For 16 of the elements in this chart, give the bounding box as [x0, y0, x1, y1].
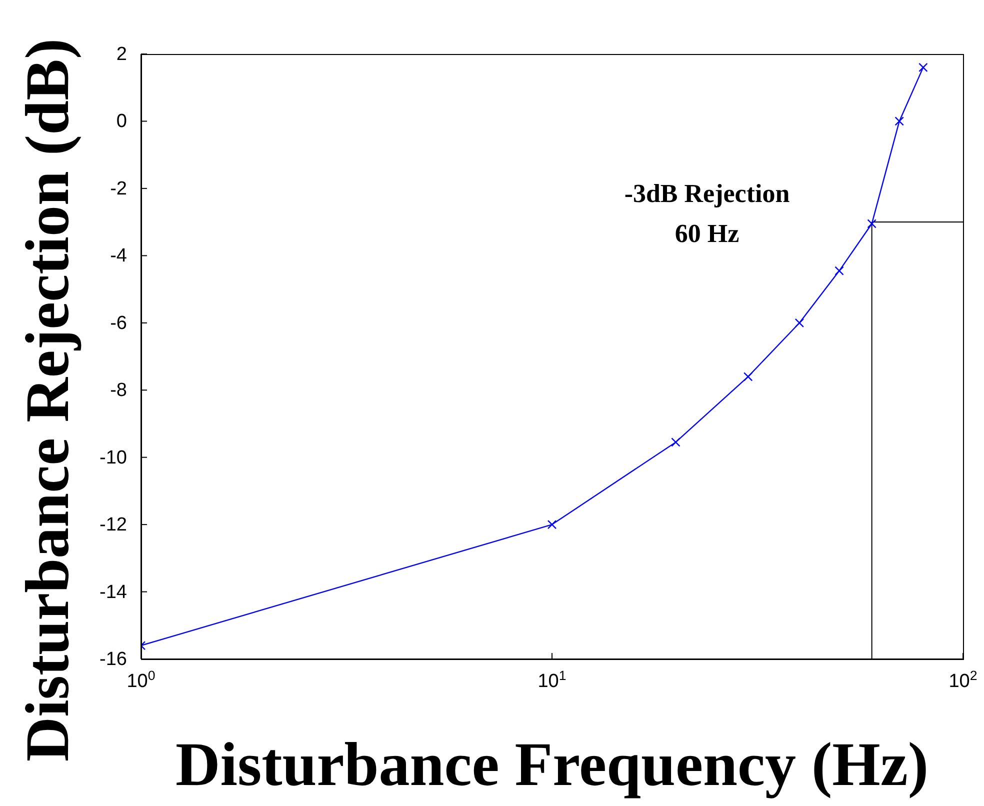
x-tick-label: 10$^{0}$ [126, 668, 156, 692]
y-axis-title: Disturbance Rejection (dB) [13, 37, 83, 764]
y-tick-label: 2 [116, 44, 127, 65]
x-axis-title: Disturbance Frequency (Hz) [174, 730, 930, 800]
y-tick-label: -16 [100, 649, 127, 670]
y-tick-label: -2 [110, 178, 127, 200]
y-tick-label: -6 [110, 312, 127, 334]
y-tick-label: 0 [116, 111, 127, 132]
y-tick-label: -14 [100, 582, 128, 603]
x-tick-label: 10$^{1}$ [538, 668, 566, 692]
y-tick-label: -12 [100, 514, 127, 536]
y-tick-label: -10 [100, 447, 127, 468]
y-tick-label: -8 [110, 380, 127, 402]
annotation: -3dB Rejection 60 Hz [623, 178, 791, 250]
y-tick-label: -4 [110, 246, 128, 267]
x-tick-label: 10$^{2}$ [948, 668, 978, 692]
